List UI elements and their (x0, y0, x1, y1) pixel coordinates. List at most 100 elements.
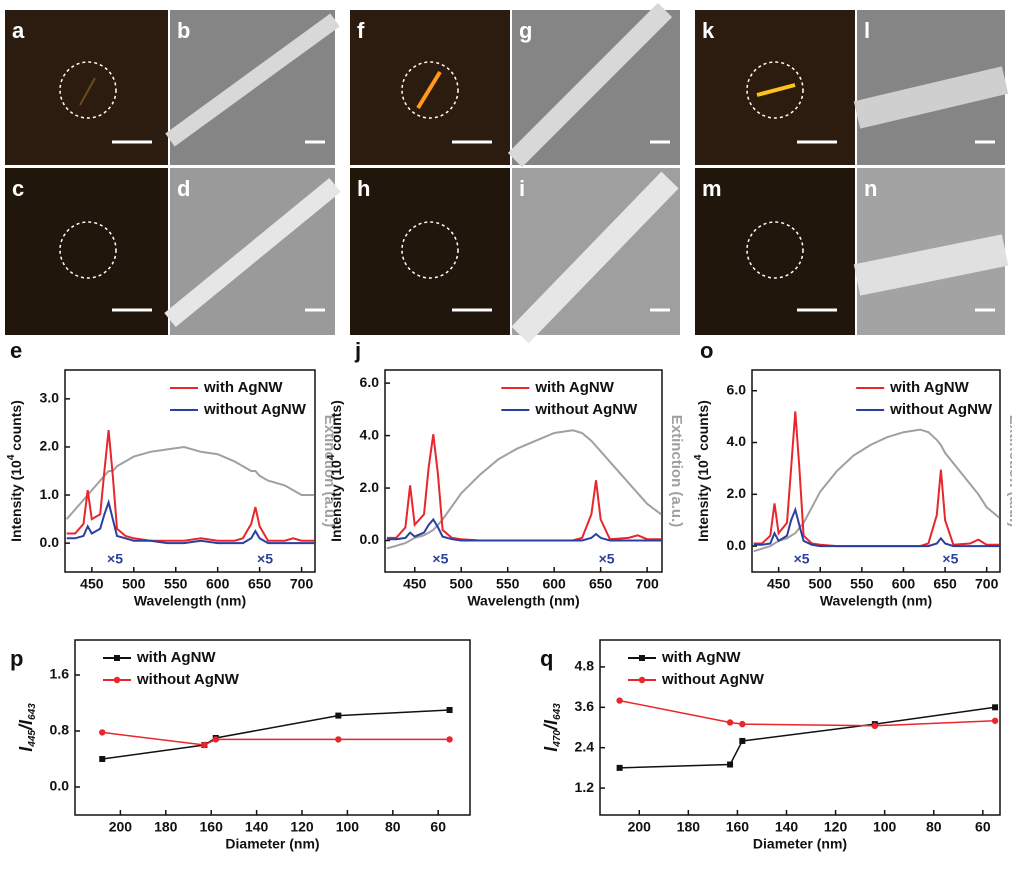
x-tick-label: 600 (892, 576, 916, 592)
circle-marker (59, 61, 117, 119)
series-line (753, 428, 1000, 553)
x-tick-label: 450 (403, 576, 427, 592)
circle-marker (746, 61, 804, 119)
marker (739, 737, 746, 744)
marker (739, 720, 746, 728)
marker (871, 722, 879, 730)
nanowire (164, 178, 341, 327)
legend-label: with AgNW (203, 379, 283, 396)
panel-label: n (864, 176, 877, 201)
panel-label: f (357, 18, 365, 43)
y-tick-label: 1.6 (50, 666, 70, 682)
legend-label: with AgNW (889, 379, 969, 396)
dark-field-image (5, 10, 168, 165)
panel-label: d (177, 176, 190, 201)
y-tick-label: 6.0 (727, 381, 747, 397)
nanowire (511, 171, 679, 344)
x-tick-label: 500 (122, 576, 146, 592)
y-tick-label: 2.0 (360, 479, 380, 495)
x-tick-label: 180 (677, 819, 701, 835)
y-tick-label: 1.0 (40, 486, 60, 502)
marker (446, 736, 453, 743)
nanowire (853, 66, 1009, 129)
panel-label: k (702, 18, 715, 43)
plot-frame (751, 369, 1001, 573)
y-axis-label-part: 445 (27, 730, 38, 748)
x-tick-label: 60 (975, 819, 991, 835)
marker (335, 736, 342, 743)
series-line (102, 709, 450, 760)
x-tick-label: 500 (809, 576, 833, 592)
y-tick-label: 0.8 (50, 722, 70, 738)
legend-label: without AgNW (889, 401, 993, 418)
x-tick-label: 80 (926, 819, 942, 835)
marker (616, 764, 623, 771)
plot-frame (599, 639, 1001, 816)
nanowire (853, 234, 1009, 296)
annotation: ×5 (942, 551, 958, 567)
y-tick-label: 0.0 (40, 534, 60, 550)
y-axis-label-part: 643 (552, 703, 563, 720)
series-line (66, 498, 315, 545)
panel-label: a (12, 18, 25, 43)
panel-label: g (519, 18, 532, 43)
x-tick-label: 160 (726, 819, 750, 835)
series-line (619, 699, 996, 727)
y-axis-label-part: I (16, 746, 36, 752)
plot-frame (384, 369, 663, 573)
scale-bars (112, 140, 995, 312)
annotation: ×5 (599, 551, 615, 567)
x-tick-label: 700 (635, 576, 659, 592)
dark-field-image (5, 168, 168, 335)
plot-frame (74, 639, 471, 816)
x-tick-label: 600 (542, 576, 566, 592)
x-tick-label: 700 (290, 576, 314, 592)
panel-label: c (12, 176, 24, 201)
y-tick-label: 4.0 (727, 433, 747, 449)
x-tick-label: 500 (450, 576, 474, 592)
y-axis-label: Intensity (104 counts) (326, 400, 344, 542)
panel-label: e (10, 338, 22, 363)
marker (727, 761, 734, 768)
series-line (753, 506, 1000, 548)
legend-marker (114, 655, 120, 661)
legend-label: without AgNW (136, 671, 240, 688)
marker (726, 719, 734, 726)
x-tick-label: 120 (824, 819, 848, 835)
x-tick-label: 600 (206, 576, 230, 592)
marker (992, 704, 999, 711)
legend-marker (639, 655, 645, 661)
panel-label: l (864, 18, 870, 43)
x-axis-label: Wavelength (nm) (467, 593, 579, 609)
series-line (386, 429, 662, 550)
x-tick-label: 550 (164, 576, 188, 592)
x-tick-label: 80 (385, 819, 401, 835)
legend-label: without AgNW (203, 401, 307, 418)
y-axis-label-part: Intensity (10 (328, 460, 344, 542)
marker (201, 741, 208, 749)
y-axis-label-part: Intensity (10 (695, 460, 711, 542)
x-tick-label: 140 (245, 819, 269, 835)
x-tick-label: 700 (975, 576, 999, 592)
y-axis-label-part: counts) (328, 400, 344, 454)
x-tick-label: 140 (775, 819, 799, 835)
series-line (386, 517, 662, 542)
y-axis-label-part: 4 (693, 454, 704, 460)
panel-label: o (700, 338, 713, 363)
y-axis-label: Intensity (104 counts) (6, 400, 24, 542)
marker (335, 712, 342, 719)
annotation: ×5 (432, 551, 448, 567)
circle-marker (401, 221, 459, 279)
dark-field-image (695, 168, 855, 335)
y-tick-label: 2.4 (575, 738, 595, 754)
legend-label: without AgNW (661, 671, 765, 688)
series-line (619, 706, 996, 769)
x-tick-label: 550 (496, 576, 520, 592)
y-axis-label: I470/I643 (541, 703, 563, 752)
annotation: ×5 (794, 551, 810, 567)
x-tick-label: 650 (589, 576, 613, 592)
dark-field-image (695, 10, 855, 165)
x-tick-label: 200 (109, 819, 133, 835)
nanowire (165, 13, 340, 147)
